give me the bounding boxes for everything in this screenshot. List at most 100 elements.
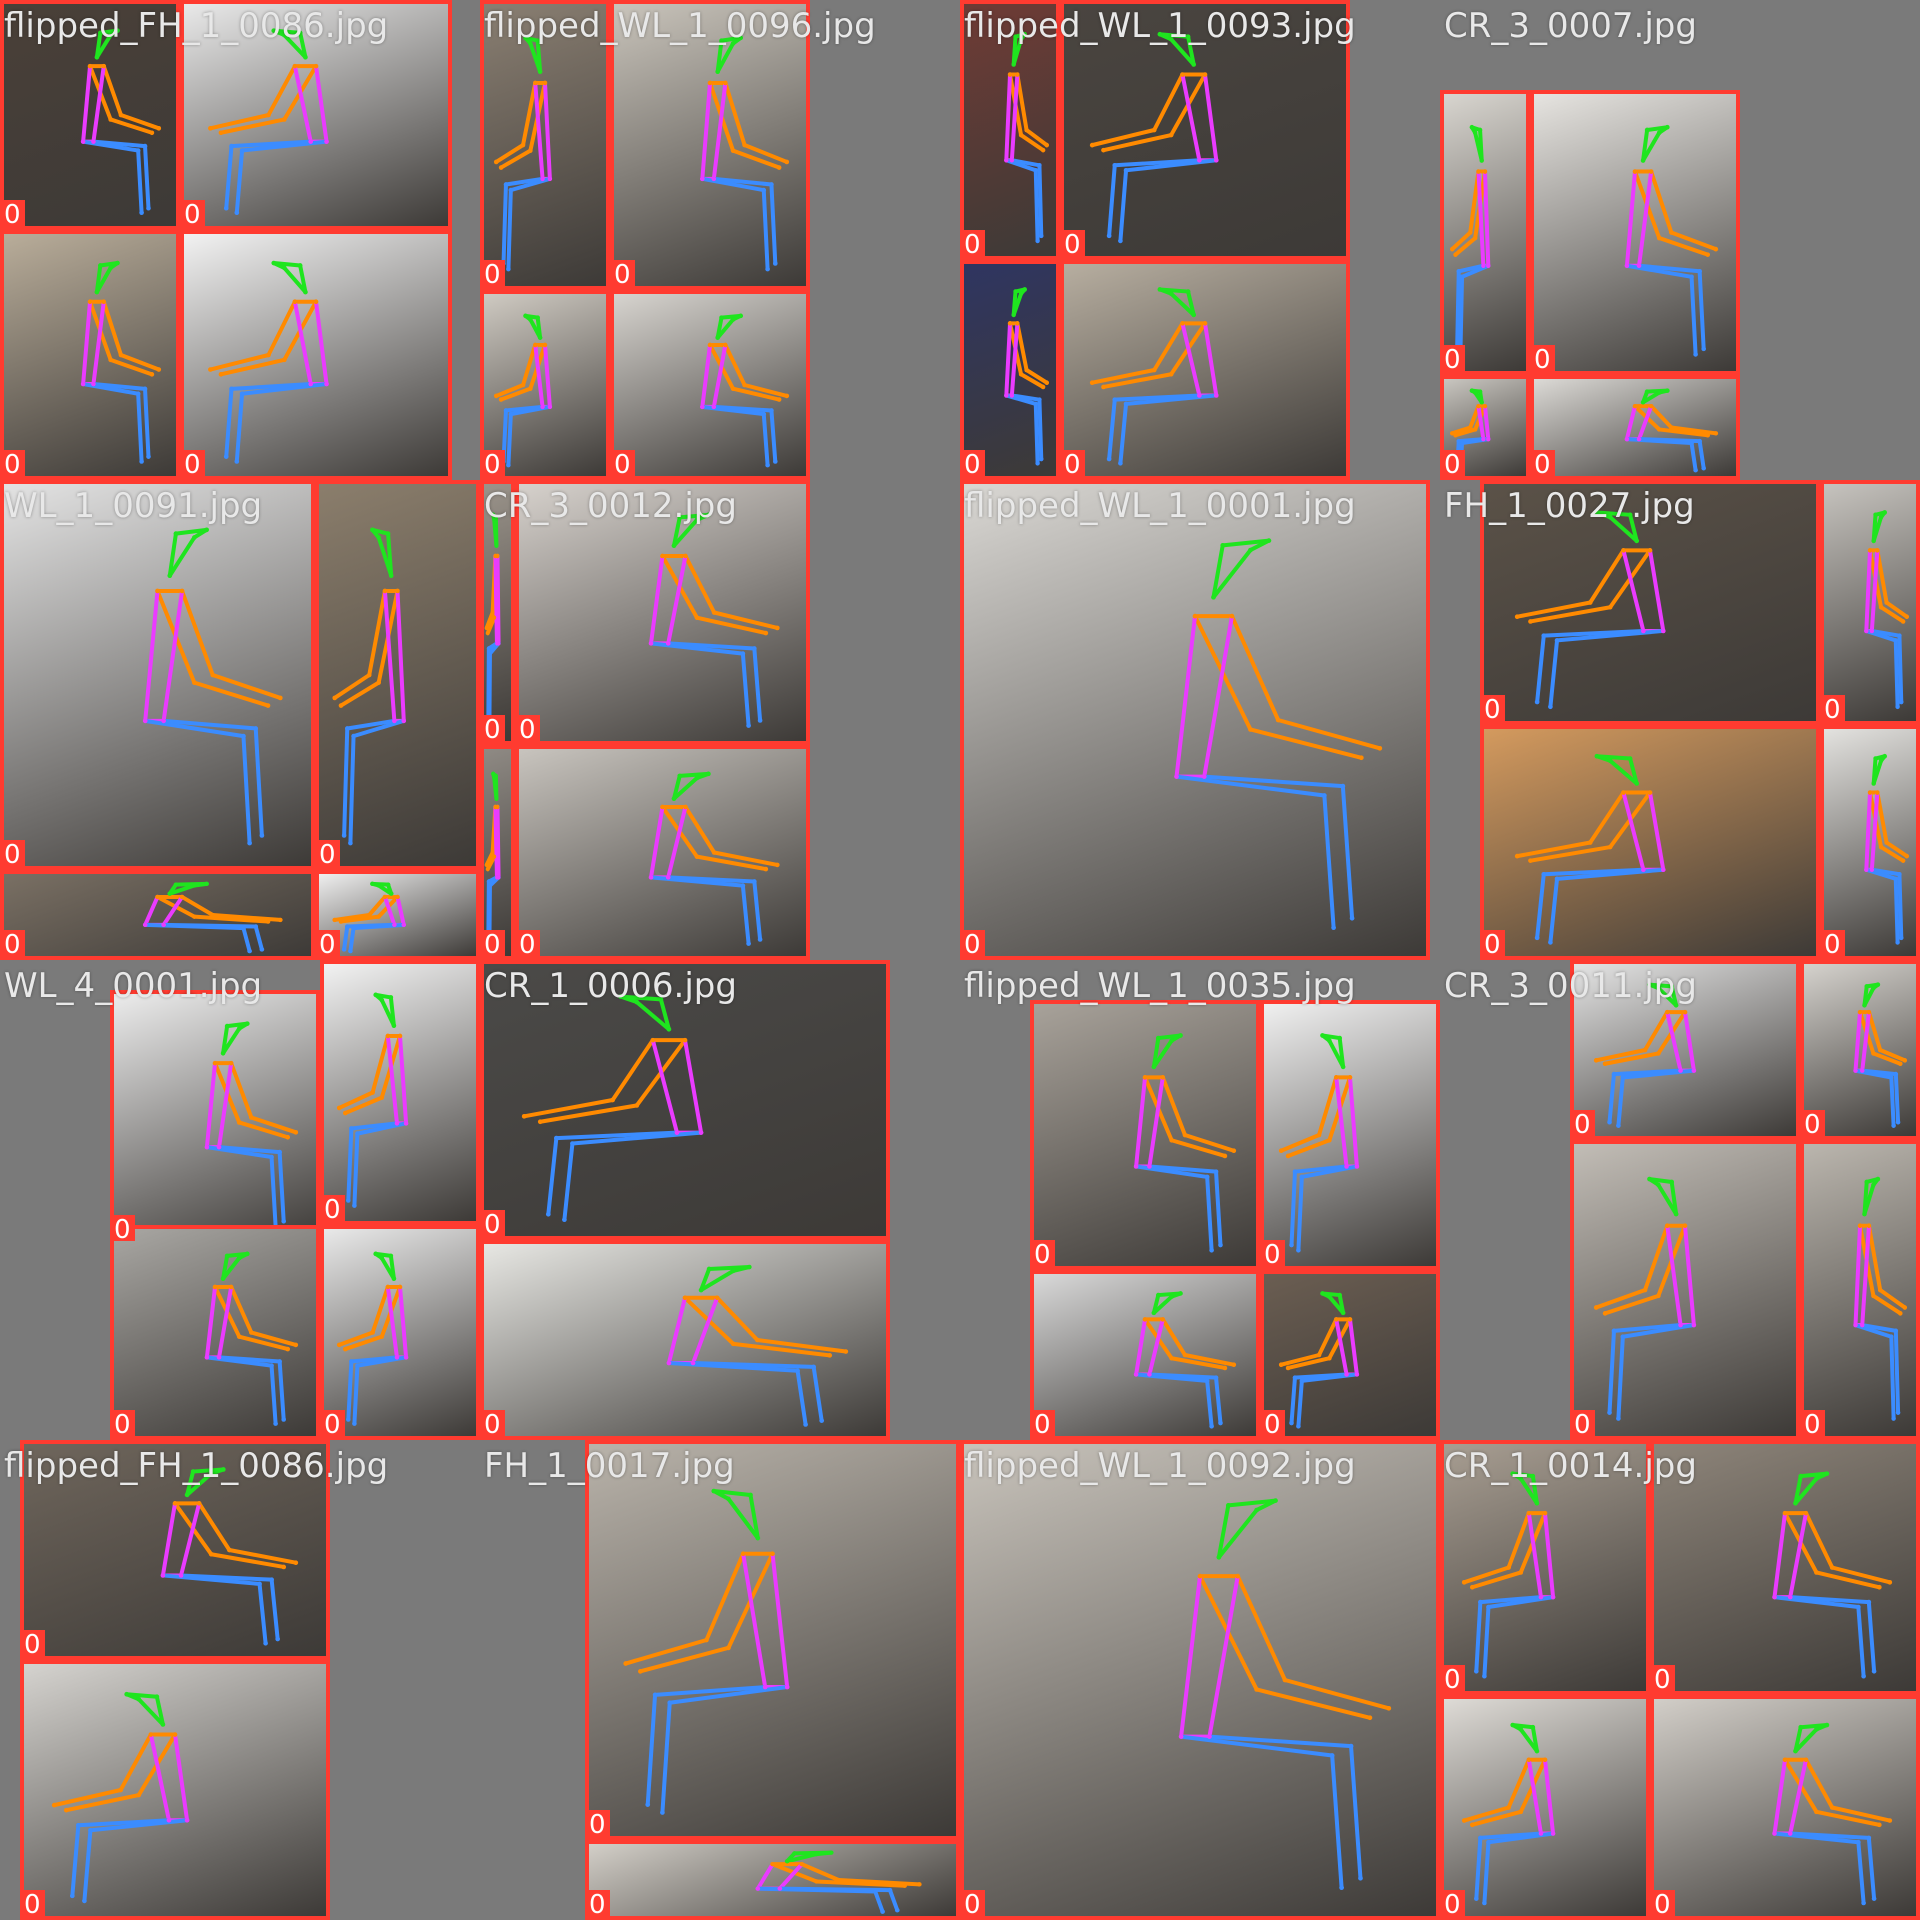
skeleton-keypoint [1891,1416,1896,1421]
skeleton-bone-head [1219,1505,1228,1557]
skeleton-keypoint [1873,756,1878,761]
skeleton-keypoint [146,454,151,459]
skeleton-keypoint [707,342,713,348]
skeleton-keypoint [108,265,113,271]
skeleton-bone-arms [345,1098,381,1113]
skeleton-keypoint [1456,438,1461,444]
detection-box: 0 [480,745,515,960]
skeleton-keypoint [784,1859,790,1864]
skeleton-bone-legs [344,926,347,949]
skeleton-bone-torso [295,66,311,141]
skeleton-keypoint [1853,1068,1858,1073]
skeleton-bone-arms [210,115,268,128]
skeleton-keypoint [1133,1164,1139,1169]
skeleton-keypoint [711,610,717,615]
skeleton-keypoint [373,992,378,998]
skeleton-keypoint [652,1692,658,1698]
skeleton-bone-arms [733,151,779,168]
skeleton-keypoint [498,165,504,170]
pose-skeleton [1264,1274,1436,1436]
skeleton-keypoint [236,1255,242,1261]
skeleton-keypoint [666,1026,672,1032]
skeleton-keypoint [1607,604,1613,610]
skeleton-keypoint [1620,1075,1626,1080]
skeleton-keypoint [1482,1673,1487,1679]
skeleton-keypoint [916,1882,922,1887]
detection-box: 0 [20,1660,330,1920]
skeleton-bone-arms [1288,1358,1329,1368]
skeleton-keypoint [704,1637,709,1643]
skeleton-bone-head [1643,393,1659,403]
skeleton-bone-arms [717,1298,757,1340]
skeleton-bone-arms [1530,847,1610,861]
skeleton-bone-arms [1880,1050,1905,1060]
skeleton-bone-head [1223,541,1269,546]
skeleton-keypoint [1469,1822,1475,1828]
skeleton-keypoint [253,726,259,731]
skeleton-bone-head [1188,37,1194,65]
skeleton-bone-legs [1216,1172,1220,1245]
skeleton-keypoint [634,999,640,1005]
skeleton-keypoint [495,875,499,880]
skeleton-keypoint [1479,158,1484,163]
skeleton-keypoint [1871,985,1876,991]
skeleton-keypoint [1602,1311,1608,1316]
skeleton-bone-torso [398,897,404,925]
skeleton-bone-legs [1891,1078,1893,1126]
skeleton-bone-legs [1216,1378,1220,1423]
skeleton-bone-head [382,1258,394,1279]
mosaic-cell: 0 0 0 0 WL_1_0091.jpg [0,480,480,960]
skeleton-bone-legs [1872,870,1900,875]
skeleton-bone-legs [351,1357,397,1361]
skeleton-keypoint [799,1862,805,1867]
skeleton-keypoint [94,54,100,60]
skeleton-bone-head [1322,1035,1339,1038]
skeleton-keypoint [677,773,683,779]
skeleton-bone-arms [1869,1226,1880,1290]
skeleton-bone-torso [388,1036,397,1123]
skeleton-keypoint [292,299,298,305]
skeleton-keypoint [210,672,216,678]
skeleton-keypoint [1871,1896,1877,1901]
skeleton-keypoint [208,1471,214,1476]
skeleton-bone-arms [745,145,787,162]
skeleton-bone-legs [1700,441,1704,468]
skeleton-bone-head [1513,1474,1533,1476]
skeleton-bone-legs [354,1134,357,1206]
skeleton-keypoint [346,1417,351,1422]
skeleton-keypoint [1528,858,1533,863]
skeleton-keypoint [344,726,350,731]
skeleton-keypoint [528,386,533,391]
skeleton-bone-legs [1896,640,1898,706]
skeleton-keypoint [348,840,353,846]
skeleton-keypoint [648,641,654,646]
skeleton-keypoint [1640,158,1646,163]
skeleton-keypoint [229,386,234,392]
skeleton-keypoint [324,381,329,387]
skeleton-keypoint [1486,436,1491,442]
skeleton-bone-arms [540,1105,636,1121]
skeleton-keypoint [887,1887,893,1893]
skeleton-bone-arms [1232,616,1278,720]
skeleton-bone-torso [1149,1077,1162,1166]
skeleton-keypoint [1669,984,1674,989]
skeleton-bone-legs [226,389,231,457]
skeleton-bone-head [223,1029,239,1054]
skeleton-keypoint [894,1908,900,1913]
skeleton-bone-legs [655,1687,765,1695]
skeleton-keypoint [1526,1510,1532,1516]
skeleton-bone-legs [1862,1071,1896,1074]
class-label-tag: 0 [4,840,25,866]
skeleton-keypoint [88,1827,93,1833]
skeleton-keypoint [269,1363,274,1368]
skeleton-keypoint [1191,312,1197,318]
class-label-tag: 0 [964,1890,985,1916]
skeleton-keypoint [902,1883,907,1888]
skeleton-bone-legs [1869,1602,1874,1671]
skeleton-keypoint [273,1421,278,1426]
skeleton-keypoint [355,1363,360,1368]
skeleton-keypoint [1015,321,1020,326]
skeleton-keypoint [208,367,213,372]
skeleton-bone-legs [1700,271,1704,349]
pose-skeleton [1034,1004,1256,1266]
